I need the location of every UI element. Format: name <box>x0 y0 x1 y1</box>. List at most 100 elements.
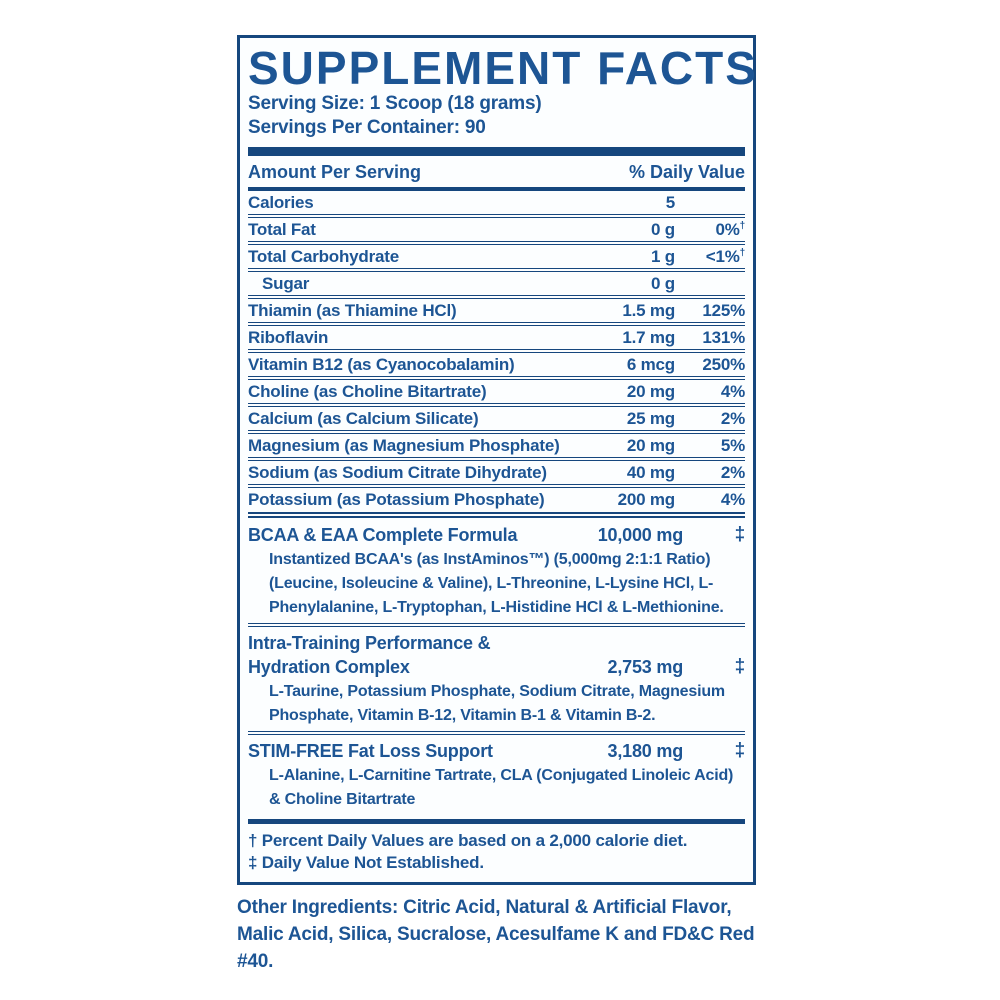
row-separator <box>248 430 745 434</box>
nutrient-daily-value: <1%† <box>675 247 745 267</box>
nutrient-name: Potassium (as Potassium Phosphate) <box>248 489 545 509</box>
nutrient-daily-value: 250% <box>675 355 745 375</box>
blend-dagger: ‡ <box>734 740 746 761</box>
blend-section: STIM-FREE Fat Loss Support 3,180 mg ‡ L-… <box>248 735 745 815</box>
daily-value-text: 131% <box>702 327 745 347</box>
daily-value-text: 125% <box>702 300 745 320</box>
blend-title-row-2: Hydration Complex 2,753 mg ‡ <box>248 655 745 679</box>
nutrient-name: Magnesium (as Magnesium Phosphate) <box>248 435 560 455</box>
blend-amount: 10,000 mg <box>597 525 683 545</box>
row-separator <box>248 623 745 627</box>
row-separator <box>248 295 745 299</box>
blend-ingredients: L-Alanine, L-Carnitine Tartrate, CLA (Co… <box>269 767 734 808</box>
nutrient-row: Calcium (as Calcium Silicate) 25 mg 2% <box>248 407 745 430</box>
row-separator <box>248 376 745 380</box>
nutrient-amount: 5 <box>665 192 675 212</box>
nutrient-row: Thiamin (as Thiamine HCl) 1.5 mg 125% <box>248 299 745 322</box>
row-separator <box>248 241 745 245</box>
row-separator <box>248 349 745 353</box>
serving-size: Serving Size: 1 Scoop (18 grams) <box>248 93 542 114</box>
nutrient-daily-value: 2% <box>675 409 745 429</box>
nutrient-name: Riboflavin <box>248 327 329 347</box>
row-separator <box>248 457 745 461</box>
dagger-superscript: † <box>739 246 746 258</box>
row-separator <box>248 214 745 218</box>
nutrient-row: Magnesium (as Magnesium Phosphate) 20 mg… <box>248 434 745 457</box>
blend-ingredients: L-Taurine, Potassium Phosphate, Sodium C… <box>269 683 725 724</box>
blend-title-row: STIM-FREE Fat Loss Support 3,180 mg ‡ <box>248 739 745 763</box>
nutrient-name: Thiamin (as Thiamine HCl) <box>248 300 457 320</box>
nutrient-daily-value: 0%† <box>675 220 745 240</box>
nutrient-row: Potassium (as Potassium Phosphate) 200 m… <box>248 488 745 511</box>
nutrient-amount: 6 mcg <box>626 354 675 374</box>
row-separator <box>248 403 745 407</box>
nutrient-amount: 1.7 mg <box>622 327 675 347</box>
column-header-row: Amount Per Serving % Daily Value <box>248 156 745 187</box>
other-ingredients-label: Other Ingredients: <box>237 897 399 918</box>
daily-value-header: % Daily Value <box>628 162 745 182</box>
nutrient-daily-value: 4% <box>675 490 745 510</box>
blend-name: BCAA & EAA Complete Formula <box>248 525 518 545</box>
nutrient-row: Total Fat 0 g 0%† <box>248 218 745 241</box>
supplement-facts-panel: SUPPLEMENT FACTS Serving Size: 1 Scoop (… <box>237 35 756 885</box>
nutrient-row: Choline (as Choline Bitartrate) 20 mg 4% <box>248 380 745 403</box>
header-divider <box>248 187 745 191</box>
blend-dagger: ‡ <box>734 656 746 677</box>
nutrient-daily-value: 4% <box>675 382 745 402</box>
nutrient-amount: 1.5 mg <box>622 300 675 320</box>
daily-value-text: <1% <box>705 246 740 266</box>
daily-value-text: 4% <box>720 489 745 509</box>
nutrient-name: Choline (as Choline Bitartrate) <box>248 381 487 401</box>
blend-dagger: ‡ <box>734 524 746 545</box>
row-separator <box>248 322 745 326</box>
blend-name: Intra-Training Performance & <box>248 633 491 653</box>
nutrient-row: Sodium (as Sodium Citrate Dihydrate) 40 … <box>248 461 745 484</box>
nutrient-row: Vitamin B12 (as Cyanocobalamin) 6 mcg 25… <box>248 353 745 376</box>
nutrient-name: Total Fat <box>248 219 316 239</box>
nutrient-amount: 20 mg <box>626 435 675 455</box>
nutrient-daily-value: 2% <box>675 463 745 483</box>
nutrient-name: Sugar <box>262 273 310 293</box>
nutrient-row: Riboflavin 1.7 mg 131% <box>248 326 745 349</box>
nutrient-row: Calories 5 <box>248 191 745 214</box>
nutrient-daily-value: 125% <box>675 301 745 321</box>
blend-title-row: BCAA & EAA Complete Formula 10,000 mg ‡ <box>248 523 745 547</box>
blend-section: Intra-Training Performance & Hydration C… <box>248 627 745 731</box>
nutrient-amount: 20 mg <box>626 381 675 401</box>
nutrient-daily-value: 5% <box>675 436 745 456</box>
nutrient-row: Total Carbohydrate 1 g <1%† <box>248 245 745 268</box>
nutrient-amount: 0 g <box>651 273 675 293</box>
row-separator <box>248 268 745 272</box>
nutrient-row: Sugar 0 g <box>248 272 745 295</box>
nutrient-name: Sodium (as Sodium Citrate Dihydrate) <box>248 462 547 482</box>
nutrient-daily-value: 131% <box>675 328 745 348</box>
daily-value-text: 250% <box>702 354 745 374</box>
footnote: ‡ Daily Value Not Established. <box>248 853 484 872</box>
servings-per-container: Servings Per Container: 90 <box>248 117 486 138</box>
blend-section: BCAA & EAA Complete Formula 10,000 mg ‡ … <box>248 519 745 623</box>
blend-name-line2: Hydration Complex <box>248 657 410 677</box>
nutrient-name: Total Carbohydrate <box>248 246 399 266</box>
nutrient-amount: 200 mg <box>617 489 676 509</box>
blend-name: STIM-FREE Fat Loss Support <box>248 741 493 761</box>
daily-value-text: 4% <box>720 381 745 401</box>
blend-ingredients: Instantized BCAA's (as InstAminos™) (5,0… <box>269 551 724 616</box>
other-ingredients: Other Ingredients: Citric Acid, Natural … <box>237 894 769 975</box>
panel-title: SUPPLEMENT FACTS <box>248 42 758 94</box>
blend-amount: 3,180 mg <box>607 741 684 761</box>
supplement-label: SUPPLEMENT FACTS Serving Size: 1 Scoop (… <box>237 35 756 975</box>
row-separator <box>248 484 745 488</box>
nutrient-rows: Calories 5 Total Fat 0 g 0%† Total Carbo… <box>248 191 745 511</box>
footnotes: † Percent Daily Values are based on a 2,… <box>248 829 745 876</box>
section-divider-thick <box>248 147 745 156</box>
footnote-divider <box>248 819 745 824</box>
other-ingredients-text: Citric Acid, Natural & Artificial Flavor… <box>237 897 755 972</box>
nutrient-amount: 1 g <box>651 246 675 266</box>
blend-title-row: Intra-Training Performance & <box>248 631 745 655</box>
dagger-superscript: † <box>739 219 746 231</box>
row-separator <box>248 731 745 735</box>
daily-value-text: 5% <box>720 435 745 455</box>
nutrient-amount: 0 g <box>651 219 675 239</box>
section-divider-strong <box>248 512 745 518</box>
footnote: † Percent Daily Values are based on a 2,… <box>248 831 688 850</box>
